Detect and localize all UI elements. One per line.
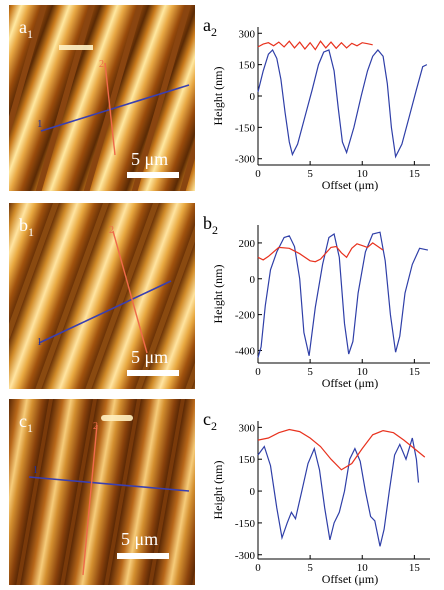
line1-label: 1 [33,465,38,476]
profile-plot-a: a2 300 150 0 -150 -300 0 5 10 15 Offset (μm) Heigh… [200,5,444,192]
y-tick-label: -300 [235,550,256,562]
afm-image-c: 1 2 c1 5 μm [9,399,195,585]
x-tick-label: 0 [255,366,261,378]
y-tick-label: 150 [239,454,256,466]
scale-bar [127,172,179,178]
x-tick-label: 5 [307,366,313,378]
line1-label: 1 [37,337,42,348]
y-axis-label: Height (nm) [211,461,225,520]
x-tick-label: 10 [357,562,369,574]
profile-plot-c: c2 300 150 0 -150 -300 0 5 10 15 Offset (μm) Heigh… [200,399,444,586]
line-profile-1 [38,280,172,344]
panel-label-b2: b2 [203,213,218,237]
line1-label: 1 [37,118,43,130]
profile-plot-a-svg: a2 300 150 0 -150 -300 0 5 10 15 Offset (μm) Heigh… [203,15,430,192]
blue-series-line [257,437,420,547]
x-tick-label: 15 [409,366,421,378]
panel-label-a1: a1 [19,17,33,41]
scale-bar [117,553,169,559]
panel-label-a2: a2 [203,15,217,39]
afm-image-a: 1 2 a1 5 μm [9,5,195,191]
x-tick-label: 0 [255,562,261,574]
blue-series-line [257,231,429,358]
line2-label: 2 [93,421,98,432]
y-tick-label: -300 [235,154,256,166]
panel-label-c2: c2 [203,409,217,433]
x-tick-label: 15 [409,168,421,180]
line-profile-2 [104,62,116,156]
y-tick-label: 300 [239,422,256,434]
x-tick-label: 5 [307,562,313,574]
panel-label-c1: c1 [19,411,33,435]
x-axis-label: Offset (μm) [322,376,379,390]
scale-bar-label: 5 μm [131,347,168,367]
y-tick-label: 0 [250,486,256,498]
afm-stripes-c [9,399,195,585]
panel-label-b1: b1 [19,215,34,239]
line-profile-2 [82,424,98,576]
x-tick-label: 10 [357,366,369,378]
x-tick-label: 15 [409,562,421,574]
x-tick-label: 5 [307,168,313,180]
x-axis-label: Offset (μm) [322,572,379,586]
afm-image-b-svg: 1 2 b1 5 μm [9,203,195,389]
profile-plot-b: b2 200 0 -200 -400 0 5 10 15 Offset (μm) Height (… [200,203,444,390]
scale-bar [127,370,179,376]
x-axis-label: Offset (μm) [322,178,379,192]
scale-bar-label: 5 μm [131,149,168,169]
y-tick-label: -200 [235,310,256,322]
profile-plot-b-svg: b2 200 0 -200 -400 0 5 10 15 Offset (μm) Height (… [203,213,430,390]
line2-label: 2 [99,59,104,70]
bright-artifact [59,45,93,50]
bright-artifact [101,415,133,421]
scale-bar-label: 5 μm [121,529,158,549]
y-tick-label: 300 [239,28,256,40]
red-series-line [257,242,384,263]
x-tick-label: 0 [255,168,261,180]
afm-stripes-b [9,203,195,389]
y-axis-label: Height (nm) [211,67,225,126]
y-tick-label: -150 [235,518,256,530]
afm-image-a-svg: 1 2 a1 5 μm [9,5,195,191]
line-profile-2 [112,230,148,354]
line-profile-1 [40,84,190,132]
y-tick-label: 150 [239,60,256,72]
x-tick-label: 10 [357,168,369,180]
y-tick-label: 200 [239,238,256,250]
y-axis-label: Height (nm) [211,265,225,324]
y-tick-label: -150 [235,122,256,134]
line2-label: 2 [109,225,114,236]
line-profile-1 [28,476,190,492]
y-tick-label: 0 [250,274,256,286]
afm-image-c-svg: 1 2 c1 5 μm [9,399,195,585]
afm-image-b: 1 2 b1 5 μm [9,203,195,389]
blue-series-line [257,48,428,159]
y-tick-label: 0 [250,91,256,103]
y-tick-label: -400 [235,345,256,357]
red-series-line [257,40,373,51]
red-series-line [257,428,426,471]
